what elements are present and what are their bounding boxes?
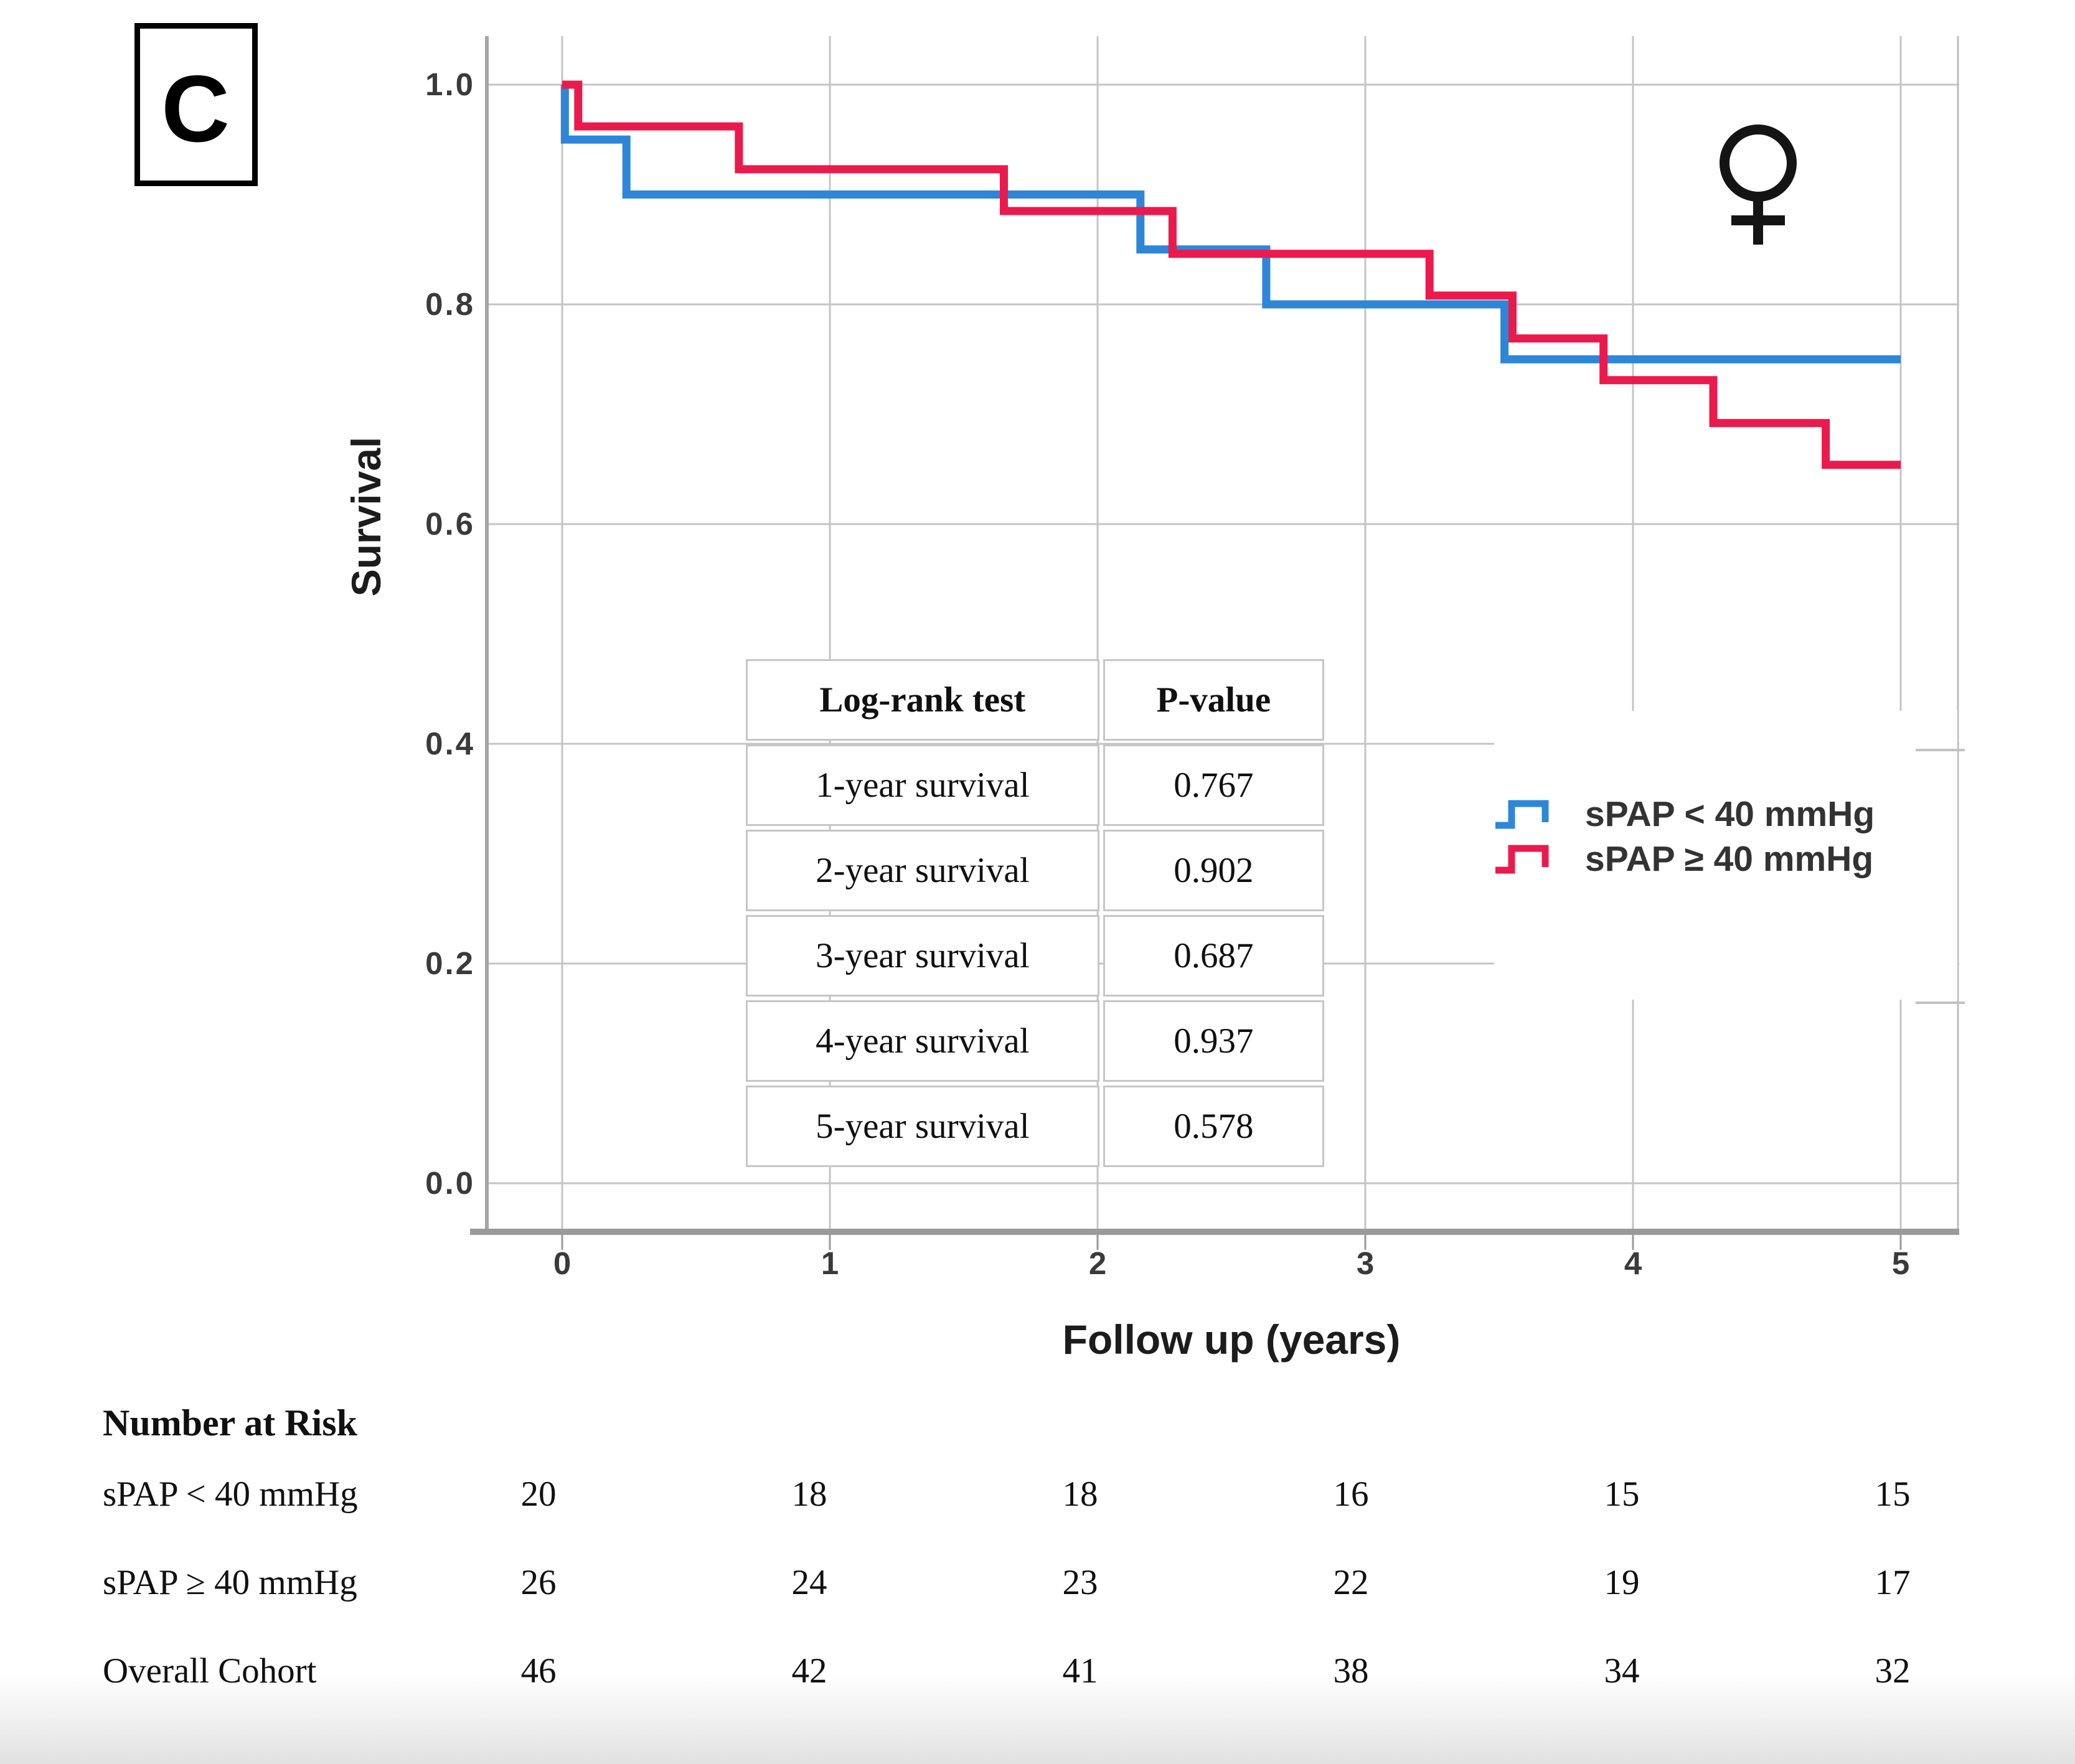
x-tick-label: 4 (1624, 1246, 1642, 1281)
logrank-test-cell: 4-year survival (746, 1000, 1099, 1082)
y-tick-label: 0.0 (425, 1165, 475, 1201)
risk-count: 19 (1604, 1563, 1640, 1602)
risk-count: 34 (1604, 1651, 1640, 1691)
risk-count: 15 (1875, 1475, 1911, 1514)
logrank-row: 5-year survival 0.578 (746, 1086, 1324, 1167)
logrank-test-cell: 3-year survival (746, 915, 1099, 997)
logrank-header-pvalue: P-value (1103, 659, 1324, 741)
risk-row-label: sPAP < 40 mmHg (103, 1475, 358, 1514)
x-tick-label: 0 (553, 1246, 572, 1281)
risk-count: 20 (520, 1475, 557, 1514)
x-axis-title: Follow up (years) (1062, 1316, 1401, 1363)
legend: sPAP < 40 mmHg sPAP ≥ 40 mmHg (1493, 792, 1875, 881)
risk-count: 22 (1333, 1563, 1369, 1602)
legend-item: sPAP ≥ 40 mmHg (1493, 837, 1875, 881)
risk-row-label: sPAP ≥ 40 mmHg (103, 1563, 357, 1602)
risk-count: 16 (1333, 1475, 1369, 1514)
logrank-row: 1-year survival 0.767 (746, 744, 1324, 826)
risk-count: 32 (1875, 1651, 1911, 1691)
female-symbol-icon (1720, 124, 1797, 245)
y-tick-label: 0.8 (425, 286, 475, 322)
km-curve-spap-lt40 (560, 80, 1901, 364)
survival-curves (560, 80, 1901, 469)
legend-label: sPAP < 40 mmHg (1585, 794, 1875, 834)
risk-count: 23 (1062, 1563, 1098, 1602)
logrank-pvalue-cell: 0.902 (1103, 830, 1324, 911)
x-tick-label: 2 (1088, 1246, 1107, 1281)
risk-count: 24 (791, 1563, 827, 1602)
km-curve-spap-ge40 (562, 80, 1901, 469)
axis-tick-marks (561, 1235, 1902, 1250)
logrank-row: 2-year survival 0.902 (746, 830, 1324, 911)
number-at-risk-title: Number at Risk (103, 1402, 357, 1443)
logrank-test-cell: 1-year survival (746, 744, 1099, 826)
risk-count: 17 (1875, 1563, 1911, 1602)
legend-background (1494, 711, 1957, 1000)
logrank-header-test: Log-rank test (746, 659, 1099, 741)
risk-count: 26 (520, 1563, 557, 1602)
risk-row-label: Overall Cohort (103, 1651, 317, 1691)
x-tick-label: 3 (1356, 1246, 1375, 1281)
bottom-gradient-strip (0, 1674, 2075, 1764)
y-tick-label: 0.4 (425, 726, 475, 761)
panel-label-box: C (134, 23, 258, 186)
y-tick-label: 0.2 (425, 945, 475, 981)
legend-item: sPAP < 40 mmHg (1493, 792, 1875, 837)
risk-count: 41 (1062, 1651, 1098, 1691)
y-tick-label: 1.0 (425, 67, 475, 102)
risk-count: 15 (1604, 1475, 1640, 1514)
risk-count: 18 (1062, 1475, 1098, 1514)
logrank-row: 4-year survival 0.937 (746, 1000, 1324, 1082)
risk-count: 18 (791, 1475, 827, 1514)
y-tick-label: 0.6 (425, 506, 475, 542)
logrank-pvalue-cell: 0.767 (1103, 744, 1324, 826)
logrank-test-cell: 2-year survival (746, 830, 1099, 911)
logrank-table: Log-rank test P-value 1-year survival 0.7… (742, 655, 1328, 1171)
x-tick-label: 1 (821, 1246, 839, 1281)
logrank-row: 3-year survival 0.687 (746, 915, 1324, 997)
x-tick-label: 5 (1891, 1246, 1910, 1281)
legend-frame-fragment-top (1916, 749, 1965, 751)
logrank-pvalue-cell: 0.687 (1103, 915, 1324, 997)
logrank-test-cell: 5-year survival (746, 1086, 1099, 1167)
logrank-pvalue-cell: 0.578 (1103, 1086, 1324, 1167)
legend-step-line (1495, 845, 1549, 874)
logrank-header-row: Log-rank test P-value (746, 659, 1324, 741)
risk-count: 46 (520, 1651, 557, 1691)
panel-label: C (161, 55, 231, 162)
legend-frame-fragment-bottom (1916, 1002, 1965, 1004)
legend-label: sPAP ≥ 40 mmHg (1585, 839, 1874, 879)
risk-count: 42 (791, 1651, 827, 1691)
legend-step-line (1495, 800, 1549, 829)
legend-step-icon (1495, 845, 1549, 874)
risk-count: 38 (1333, 1651, 1369, 1691)
logrank-pvalue-cell: 0.937 (1103, 1000, 1324, 1082)
legend-step-icon (1495, 800, 1549, 829)
